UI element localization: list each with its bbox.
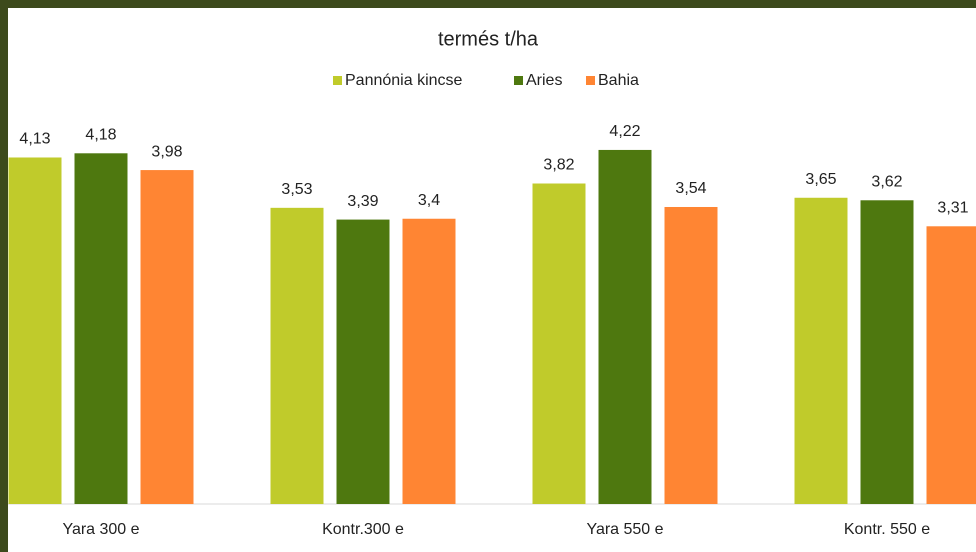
legend-swatch — [586, 76, 595, 85]
bar — [927, 226, 976, 504]
page: termés t/ha Pannónia kincse Aries Bahia Yar… — [0, 0, 976, 552]
bar — [75, 153, 128, 504]
bar — [665, 207, 718, 504]
chart: termés t/ha Pannónia kincse Aries Bahia Yar… — [0, 0, 976, 552]
bar — [271, 208, 324, 504]
value-label: 3,98 — [151, 143, 182, 160]
value-label: 4,18 — [85, 127, 116, 144]
value-label: 4,13 — [19, 131, 50, 148]
value-label: 3,65 — [805, 171, 836, 188]
value-label: 3,31 — [937, 200, 968, 217]
legend-swatch — [333, 76, 342, 85]
bar — [9, 157, 62, 504]
value-label: 3,39 — [347, 193, 378, 210]
value-label: 3,54 — [675, 180, 706, 197]
bar — [861, 200, 914, 504]
bar — [403, 219, 456, 504]
value-label: 4,22 — [609, 123, 640, 140]
value-label: 3,4 — [418, 192, 440, 209]
value-label: 3,82 — [543, 157, 574, 174]
legend-label: Pannónia kincse — [345, 72, 463, 89]
legend-label: Bahia — [598, 72, 639, 89]
bar — [533, 184, 586, 504]
bar — [141, 170, 194, 504]
chart-title: termés t/ha — [438, 28, 539, 50]
bar — [599, 150, 652, 504]
x-tick-label: Yara 300 e — [62, 521, 139, 538]
bar — [795, 198, 848, 504]
bar — [337, 220, 390, 504]
x-tick-label: Kontr. 550 e — [844, 521, 930, 538]
x-tick-label: Kontr.300 e — [322, 521, 404, 538]
value-label: 3,53 — [281, 181, 312, 198]
x-tick-label: Yara 550 e — [586, 521, 663, 538]
legend-swatch — [514, 76, 523, 85]
value-label: 3,62 — [871, 174, 902, 191]
legend-label: Aries — [526, 72, 562, 89]
